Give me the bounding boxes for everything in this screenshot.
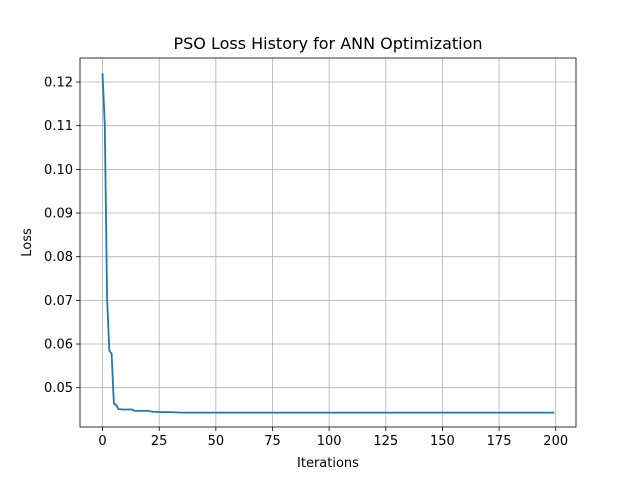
x-tick-label: 150 bbox=[430, 434, 455, 449]
x-tick-label: 175 bbox=[487, 434, 512, 449]
chart-title: PSO Loss History for ANN Optimization bbox=[173, 34, 482, 53]
plot-frame bbox=[79, 57, 577, 428]
grid bbox=[80, 58, 576, 427]
y-tick-label: 0.05 bbox=[44, 381, 73, 396]
x-tick-label: 100 bbox=[317, 434, 342, 449]
x-tick-label: 200 bbox=[543, 434, 568, 449]
y-tick-label: 0.12 bbox=[44, 76, 73, 91]
x-axis: 0 25 50 75 100 125 150 175 200 bbox=[98, 427, 568, 449]
y-tick-label: 0.07 bbox=[44, 294, 73, 309]
y-tick-label: 0.08 bbox=[44, 250, 73, 265]
x-tick-label: 75 bbox=[264, 434, 281, 449]
x-axis-label: Iterations bbox=[297, 456, 359, 471]
loss-series-line bbox=[101, 73, 555, 414]
y-tick-label: 0.11 bbox=[44, 119, 73, 134]
x-tick-label: 0 bbox=[98, 434, 106, 449]
x-tick-label: 50 bbox=[208, 434, 225, 449]
x-tick-label: 125 bbox=[373, 434, 398, 449]
x-tick-label: 25 bbox=[151, 434, 168, 449]
series-layer bbox=[101, 73, 555, 414]
y-axis: 0.05 0.06 0.07 0.08 0.09 0.10 0.11 0.12 bbox=[44, 76, 80, 396]
y-tick-label: 0.10 bbox=[44, 163, 73, 178]
y-tick-label: 0.09 bbox=[44, 207, 73, 222]
y-tick-label: 0.06 bbox=[44, 338, 73, 353]
y-axis-label: Loss bbox=[20, 228, 35, 257]
